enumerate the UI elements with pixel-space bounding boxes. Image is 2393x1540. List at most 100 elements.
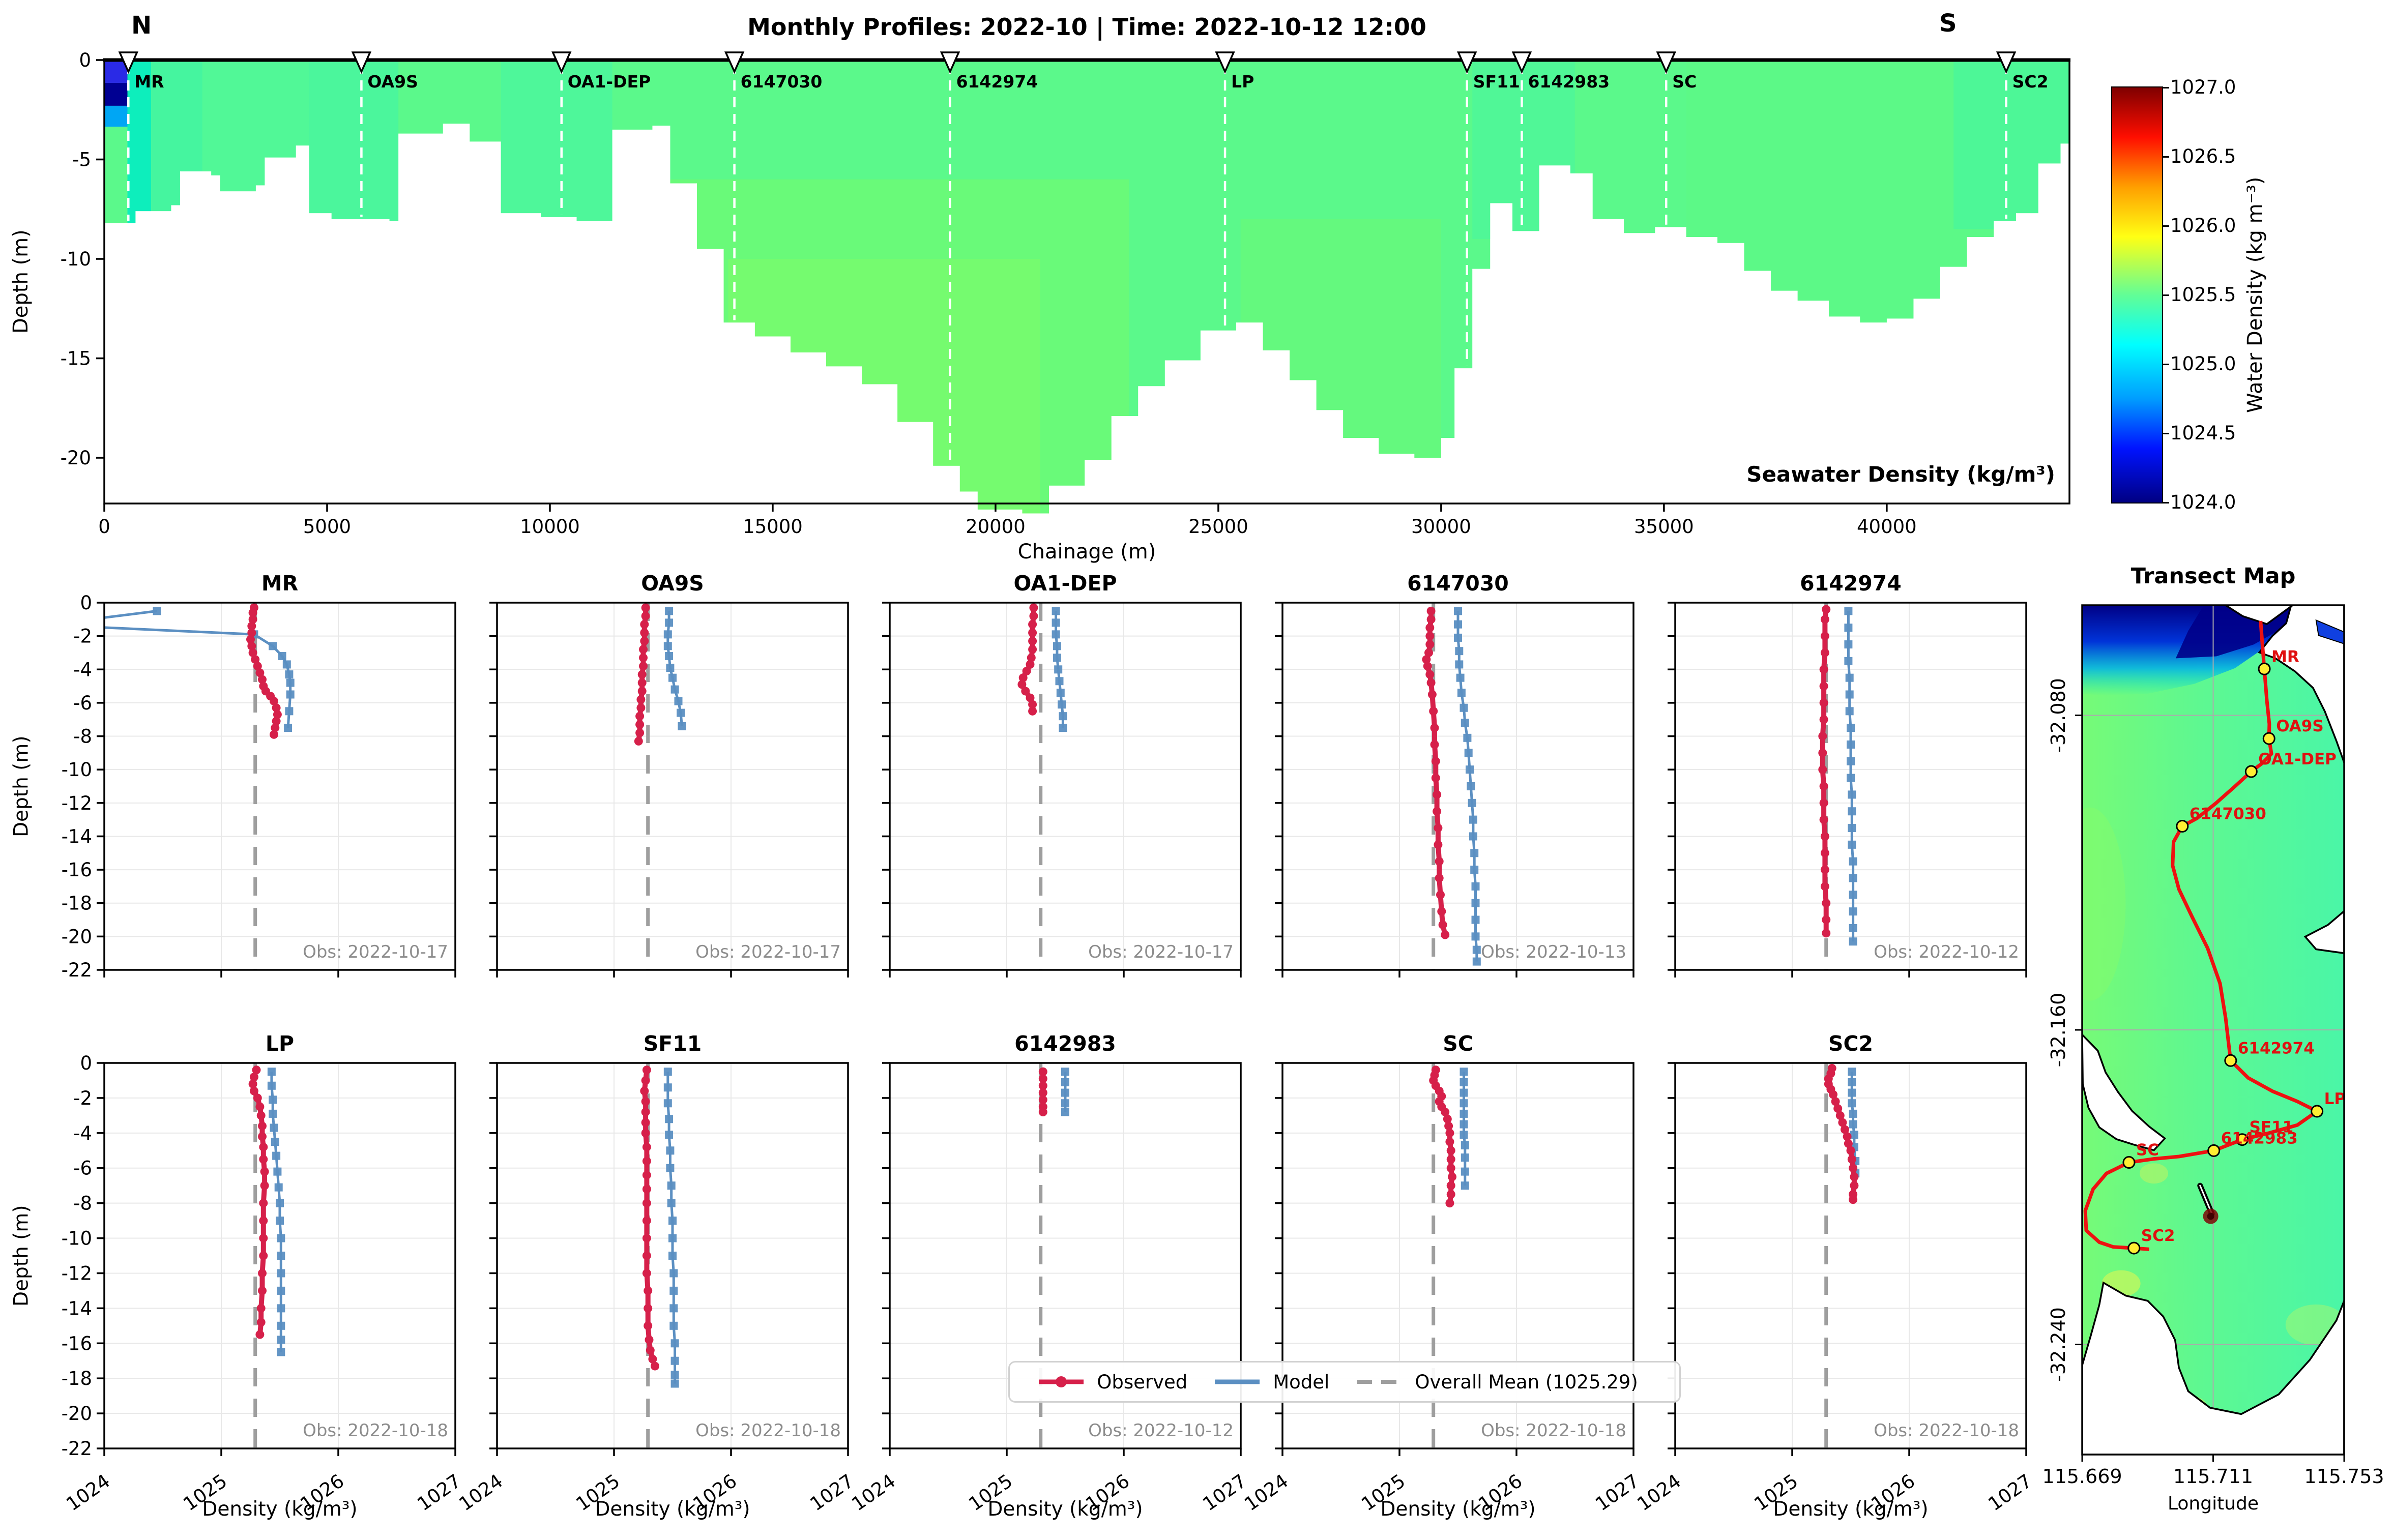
- colorbar-label: Water Density (kg m⁻³): [2243, 176, 2267, 413]
- station-label: LP: [1231, 72, 1254, 92]
- obs-date-label: Obs: 2022-10-18: [1874, 1420, 2019, 1441]
- svg-text:0: 0: [80, 592, 92, 614]
- profile-title: MR: [261, 571, 298, 596]
- colorbar-tick-label: 1026.5: [2170, 145, 2236, 167]
- svg-text:0: 0: [79, 49, 91, 71]
- map-station-label: SF11: [2250, 1118, 2294, 1137]
- profile-xlabel: Density (kg/m³): [1773, 1498, 1928, 1521]
- profile-title: SC: [1443, 1031, 1473, 1056]
- colorbar-tick-label: 1026.0: [2170, 215, 2236, 236]
- obs-date-label: Obs: 2022-10-17: [695, 942, 841, 962]
- obs-date-label: Obs: 2022-10-13: [1481, 942, 1626, 962]
- map-station-label: MR: [2271, 647, 2299, 666]
- mean-swatch: [1355, 1375, 1404, 1388]
- profiles-ylabel-row1: Depth (m): [10, 735, 33, 837]
- colorbar-tick: [2162, 294, 2169, 296]
- profile-xlabel: Density (kg/m³): [1380, 1498, 1535, 1521]
- svg-text:-32.080: -32.080: [2047, 678, 2069, 753]
- svg-text:1027: 1027: [1199, 1470, 1250, 1515]
- svg-text:-20: -20: [61, 447, 91, 469]
- station-marker-icon: [1996, 51, 2017, 74]
- map-station-SF11: [2236, 1133, 2249, 1146]
- svg-text:1024: 1024: [1633, 1470, 1685, 1515]
- station-marker-icon: [940, 51, 960, 74]
- profile-title: SC2: [1828, 1031, 1873, 1056]
- station-marker-icon: [1456, 51, 1477, 74]
- station-marker-icon: [1656, 51, 1676, 74]
- profile-title: 6147030: [1407, 571, 1509, 596]
- svg-text:20000: 20000: [966, 516, 1026, 538]
- obs-date-label: Obs: 2022-10-18: [1481, 1420, 1626, 1441]
- svg-text:1027: 1027: [413, 1470, 465, 1515]
- map-station-OA9S: [2262, 732, 2275, 745]
- obs-date-label: Obs: 2022-10-18: [695, 1420, 841, 1441]
- profile-plot-6142974: 6142974 Obs: 2022-10-12: [1668, 571, 2027, 978]
- svg-text:-8: -8: [73, 1193, 92, 1215]
- colorbar-tick-label: 1024.0: [2170, 491, 2236, 513]
- svg-text:1027: 1027: [1984, 1470, 2036, 1515]
- legend-mean-label: Overall Mean (1025.29): [1415, 1371, 1638, 1393]
- station-marker-icon: [724, 51, 745, 74]
- colorbar-tick: [2162, 156, 2169, 158]
- model-swatch: [1213, 1375, 1262, 1388]
- obs-date-label: Obs: 2022-10-18: [303, 1420, 448, 1441]
- svg-text:1024: 1024: [62, 1470, 114, 1515]
- map-station-label: 6142974: [2238, 1039, 2315, 1057]
- legend-model-label: Model: [1273, 1371, 1330, 1393]
- map-station-label: SC: [2136, 1141, 2159, 1160]
- section-corner-label: Seawater Density (kg/m³): [1746, 462, 2055, 487]
- svg-text:-32.160: -32.160: [2047, 993, 2069, 1068]
- svg-text:1024: 1024: [848, 1470, 899, 1515]
- map-station-label: 6142983: [2221, 1129, 2298, 1147]
- svg-text:-6: -6: [73, 692, 92, 714]
- profile-title: SF11: [644, 1031, 702, 1056]
- profile-title: 6142974: [1800, 571, 1902, 596]
- station-marker-icon: [118, 51, 139, 74]
- svg-text:-16: -16: [62, 1332, 92, 1354]
- colorbar-tick-label: 1024.5: [2170, 422, 2236, 444]
- map-station-SC2: [2127, 1241, 2141, 1255]
- colorbar-tick: [2162, 432, 2169, 434]
- map-plot: MR OA9S OA1-DEP 6147030 6142974 LP SF116142983…: [2042, 604, 2384, 1488]
- svg-text:-20: -20: [62, 926, 92, 947]
- svg-text:-32.240: -32.240: [2047, 1307, 2069, 1382]
- svg-text:5000: 5000: [303, 516, 351, 538]
- legend-observed-label: Observed: [1097, 1371, 1188, 1393]
- svg-text:-4: -4: [73, 1122, 92, 1144]
- svg-text:10000: 10000: [520, 516, 580, 538]
- station-label: SC: [1672, 72, 1697, 92]
- colorbar-gradient: [2111, 86, 2163, 504]
- profile-plot-OA9S: OA9S Obs: 2022-10-17: [489, 571, 849, 978]
- profile-plot-OA1-DEP: OA1-DEP Obs: 2022-10-17: [882, 571, 1242, 978]
- section-ylabel: Depth (m): [9, 229, 33, 334]
- map-station-label: SC2: [2141, 1227, 2175, 1245]
- profile-title: LP: [266, 1031, 294, 1056]
- svg-text:-2: -2: [73, 1087, 92, 1109]
- svg-text:0: 0: [98, 516, 110, 538]
- map-station-6147030: [2176, 820, 2189, 833]
- obs-date-label: Obs: 2022-10-12: [1088, 1420, 1234, 1441]
- svg-text:-4: -4: [73, 659, 92, 680]
- svg-text:-18: -18: [62, 1368, 92, 1389]
- svg-text:-22: -22: [62, 1438, 92, 1460]
- svg-text:-6: -6: [73, 1158, 92, 1179]
- svg-text:-22: -22: [62, 959, 92, 981]
- svg-text:15000: 15000: [743, 516, 803, 538]
- svg-text:25000: 25000: [1188, 516, 1248, 538]
- svg-text:-12: -12: [62, 1262, 92, 1284]
- station-label: 6142974: [956, 72, 1038, 92]
- svg-text:-8: -8: [73, 726, 92, 748]
- map-station-label: 6147030: [2190, 805, 2266, 823]
- station-label: MR: [134, 72, 164, 92]
- svg-text:115.669: 115.669: [2042, 1465, 2122, 1488]
- map-station-SC: [2122, 1156, 2136, 1169]
- svg-text:0: 0: [80, 1052, 92, 1074]
- station-label: OA9S: [367, 72, 418, 92]
- station-label: OA1-DEP: [568, 72, 651, 92]
- svg-text:-12: -12: [62, 792, 92, 814]
- model-line: [1850, 1072, 1857, 1174]
- station-label: SF11: [1473, 72, 1520, 92]
